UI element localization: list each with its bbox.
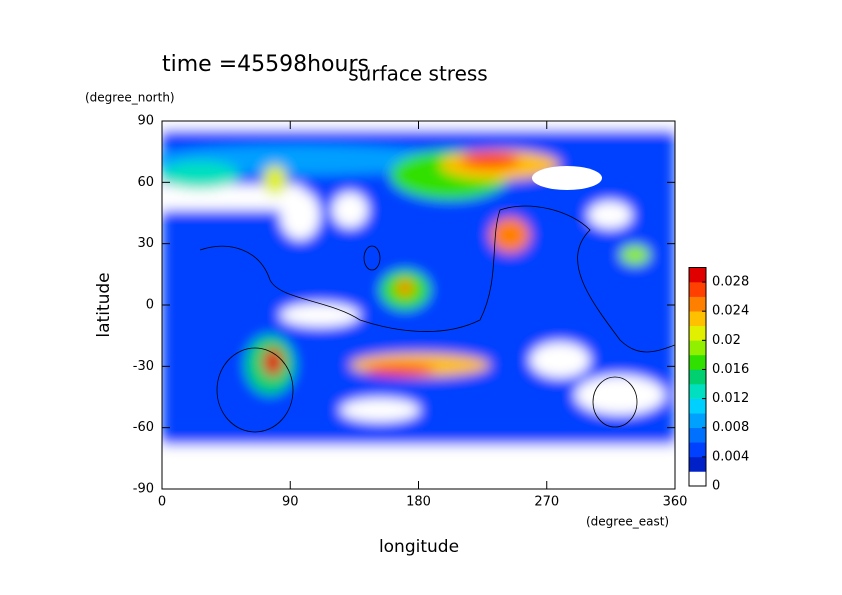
chart-title: surface stress <box>348 62 487 86</box>
y-tick-label: -30 <box>133 359 154 374</box>
colorbar-segment <box>689 267 706 283</box>
x-tick-label: 270 <box>534 495 559 510</box>
colorbar-segment <box>689 340 706 356</box>
colorbar-segment <box>689 398 706 414</box>
colorbar-segment <box>689 325 706 341</box>
y-tick-label: 30 <box>137 236 154 251</box>
colorbar-tick-label: 0.02 <box>712 333 741 348</box>
colorbar-segment <box>689 456 706 472</box>
colorbar-segment <box>689 413 706 429</box>
y-axis-label: latitude <box>94 272 114 337</box>
x-tick-label: 360 <box>663 495 688 510</box>
y-tick-label: 60 <box>137 175 154 190</box>
colorbar-tick-label: 0.028 <box>712 275 749 290</box>
y-unit: (degree_north) <box>85 91 175 105</box>
colorbar-segment <box>689 384 706 399</box>
colorbar-tick-label: 0.008 <box>712 420 749 435</box>
colorbar-tick-label: 0.004 <box>712 449 749 464</box>
y-tick-label: 90 <box>137 114 154 129</box>
colorbar-segment <box>689 282 706 297</box>
colorbar-tick-label: 0.016 <box>712 362 749 377</box>
colorbar-segment <box>689 427 706 443</box>
colorbar-segment <box>689 354 706 370</box>
y-tick-label: 0 <box>146 298 154 313</box>
colorbar-segment <box>689 369 706 385</box>
colorbar-segment <box>689 311 706 327</box>
colorbar-segment <box>689 442 706 458</box>
x-axis-label: longitude <box>379 537 459 557</box>
subtitle: time =45598hours <box>162 52 369 77</box>
colorbar-frame <box>688 267 707 487</box>
x-tick-label: 90 <box>282 495 299 510</box>
y-tick-label: -60 <box>133 420 154 435</box>
colorbar-tick-label: 0.024 <box>712 304 749 319</box>
contour-field <box>162 121 675 489</box>
y-tick-label: -90 <box>133 482 154 497</box>
x-unit: (degree_east) <box>586 515 669 529</box>
colorbar-segment <box>689 471 706 487</box>
x-tick-label: 180 <box>406 495 431 510</box>
colorbar-tick-label: 0.012 <box>712 391 749 406</box>
colorbar-tick-label: 0 <box>712 479 720 494</box>
colorbar-segment <box>689 296 706 312</box>
x-tick-label: 0 <box>158 495 166 510</box>
